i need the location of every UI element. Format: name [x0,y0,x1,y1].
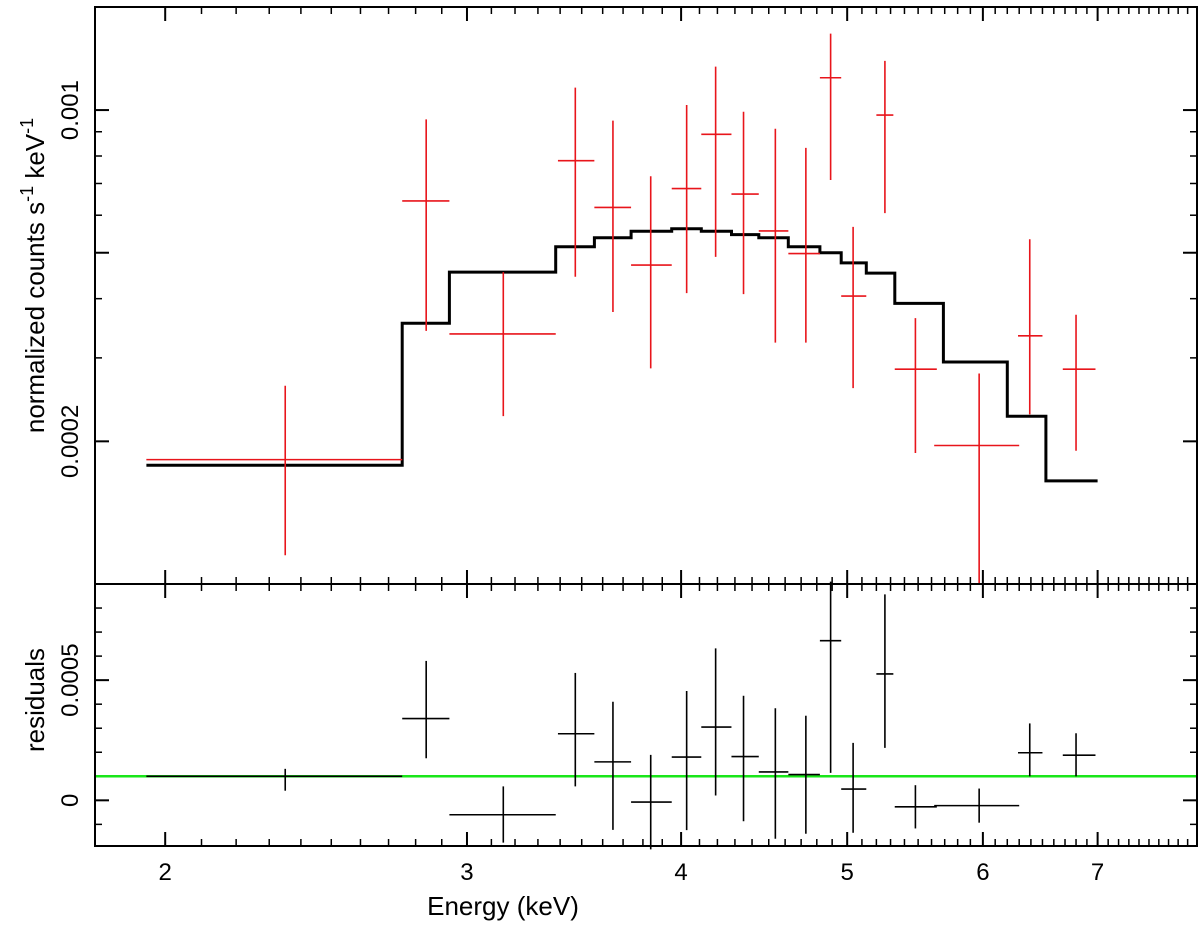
energy-x-tick-label: 3 [460,859,473,886]
spectrum-data-point [841,226,867,389]
spectrum-data-point [1062,314,1096,451]
residual-data-point [758,708,789,839]
residual-data-point [1062,733,1096,777]
spectrum-y-tick-label: 0.0002 [57,405,84,478]
residual-data-point [146,768,403,791]
spectrum-y-tick-labels: 0.0002 0.001 [57,80,84,478]
residual-data-point [894,785,937,829]
residual-data-point [594,701,632,830]
spectrum-data-point [671,104,702,294]
residual-data-point [934,788,1020,823]
spectrum-data-series [146,33,1096,584]
residuals-y-tick-label: 0.0005 [57,643,84,716]
spectrum-model-series [146,227,1098,483]
residuals-y-axis-label: residuals [20,648,50,752]
residual-data-point [449,786,556,843]
spectrum-data-point [1018,239,1043,415]
spectrum-data-point [449,272,556,417]
spectrum-y-tick-label: 0.001 [57,80,84,140]
residual-data-point [819,581,842,773]
residual-data-point [631,754,672,850]
spectrum-data-point [594,120,632,312]
spectrum-data-point [819,33,842,180]
spectrum-data-point [758,128,789,343]
spectrum-data-point [701,66,732,257]
energy-x-tick-labels: 2 3 4 5 6 7 [159,859,1105,886]
energy-x-tick-label: 2 [159,859,172,886]
energy-x-tick-label: 4 [674,859,687,886]
model-step-line [146,227,1098,483]
residual-data-point [788,715,820,834]
residual-data-point [841,742,867,833]
spectrum-data-point [788,147,820,343]
residual-data-point [701,648,732,796]
residual-data-point [671,690,702,831]
spectrum-y-axis-label: normalized counts s-1 keV-1 [17,118,50,433]
residual-data-point [1018,723,1043,777]
energy-x-tick-label: 6 [976,859,989,886]
spectrum-data-point [934,373,1020,584]
spectrum-tick-marks [95,7,1197,585]
spectrum-panel: 0.0002 0.001 normalized counts s-1 keV-1 [17,6,1198,585]
spectrum-data-point [631,176,672,369]
residuals-data-series [146,581,1096,850]
energy-x-axis-label: Energy (keV) [427,891,579,921]
residuals-tick-marks [95,584,1197,846]
spectrum-data-point [731,111,759,295]
energy-x-tick-label: 5 [841,859,854,886]
residual-data-point [731,695,759,822]
spectrum-data-point [894,318,937,453]
residuals-plot-frame [94,583,1198,847]
spectrum-data-point [876,60,894,214]
residual-data-point [557,672,595,787]
spectrum-data-point [557,87,595,277]
residuals-y-tick-label: 0 [57,794,84,807]
residuals-y-tick-labels: 0 0.0005 [57,643,84,807]
residual-data-point [402,660,450,759]
spectrum-data-point [146,385,403,556]
residual-data-point [876,594,894,748]
residuals-panel: 0 0.0005 2 3 4 5 6 7 residuals Energy (keV) [20,581,1198,921]
energy-x-tick-label: 7 [1091,859,1104,886]
spectrum-data-point [402,119,450,331]
